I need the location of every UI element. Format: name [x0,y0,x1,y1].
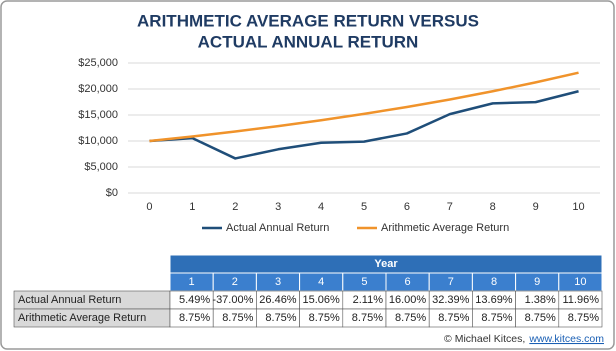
table-value: 2.11% [353,294,384,306]
x-tick-label: 6 [404,201,410,213]
x-tick-label: 5 [361,201,367,213]
line [149,71,579,143]
table-value: 32.39% [432,294,470,306]
table-value: 8.75% [481,312,512,324]
x-tick-label: 8 [490,201,496,213]
table-value: 15.06% [302,294,340,306]
footer: © Michael Kitces, www.kitces.com [444,333,604,345]
table-value: 8.75% [438,312,469,324]
line [149,90,579,160]
table-value: 8.75% [568,312,599,324]
table-value: 5.49% [179,294,210,306]
table-value: 8.75% [309,312,340,324]
table-value: 16.00% [389,294,427,306]
table-column: 6 [405,276,411,288]
table-value: 8.75% [395,312,426,324]
y-tick-label: $5,000 [84,161,118,173]
chart-title: ARITHMETIC AVERAGE RETURN VERSUS [137,11,479,30]
x-tick-label: 7 [447,201,453,213]
table-column: 5 [361,276,367,288]
table-value: 26.46% [259,294,297,306]
x-tick-label: 2 [232,201,238,213]
y-tick-label: $10,000 [78,135,118,147]
y-tick-label: $25,000 [78,57,118,69]
table-value: 13.69% [475,294,513,306]
x-tick-label: 9 [533,201,539,213]
x-tick-label: 3 [275,201,281,213]
footer-link: www.kitces.com [528,333,604,345]
legend-label: Actual Annual Return [226,222,329,234]
table-column: 1 [189,276,195,288]
legend-label: Arithmetic Average Return [381,222,509,234]
y-tick-label: $20,000 [78,83,118,95]
table-column: 3 [275,276,281,288]
table-row-label: Arithmetic Average Return [18,312,146,324]
table-value: -37.00% [212,294,253,306]
table-value: 1.38% [525,294,556,306]
table-value: 8.75% [525,312,556,324]
table-column: 7 [448,276,454,288]
table-value: 8.75% [179,312,210,324]
table-value: 8.75% [352,312,383,324]
x-tick-label: 4 [318,201,324,213]
table-value: 8.75% [222,312,253,324]
table-column: 10 [574,276,586,288]
table-column: 9 [534,276,540,288]
y-tick-label: $15,000 [78,109,118,121]
table-value: 11.96% [563,294,600,306]
x-tick-label: 10 [572,201,584,213]
table-value: 8.75% [265,312,296,324]
y-tick-label: $0 [106,187,118,199]
x-tick-label: 0 [146,201,152,213]
x-tick-label: 1 [189,201,195,213]
chart-title: ACTUAL ANNUAL RETURN [198,32,419,51]
table-column: 8 [491,276,497,288]
table-cell [558,308,603,328]
table-row-label: Actual Annual Return [18,294,121,306]
table-column: 4 [318,276,324,288]
table-header: Year [374,258,398,270]
footer-text: © Michael Kitces, [444,333,525,345]
table-column: 2 [232,276,238,288]
